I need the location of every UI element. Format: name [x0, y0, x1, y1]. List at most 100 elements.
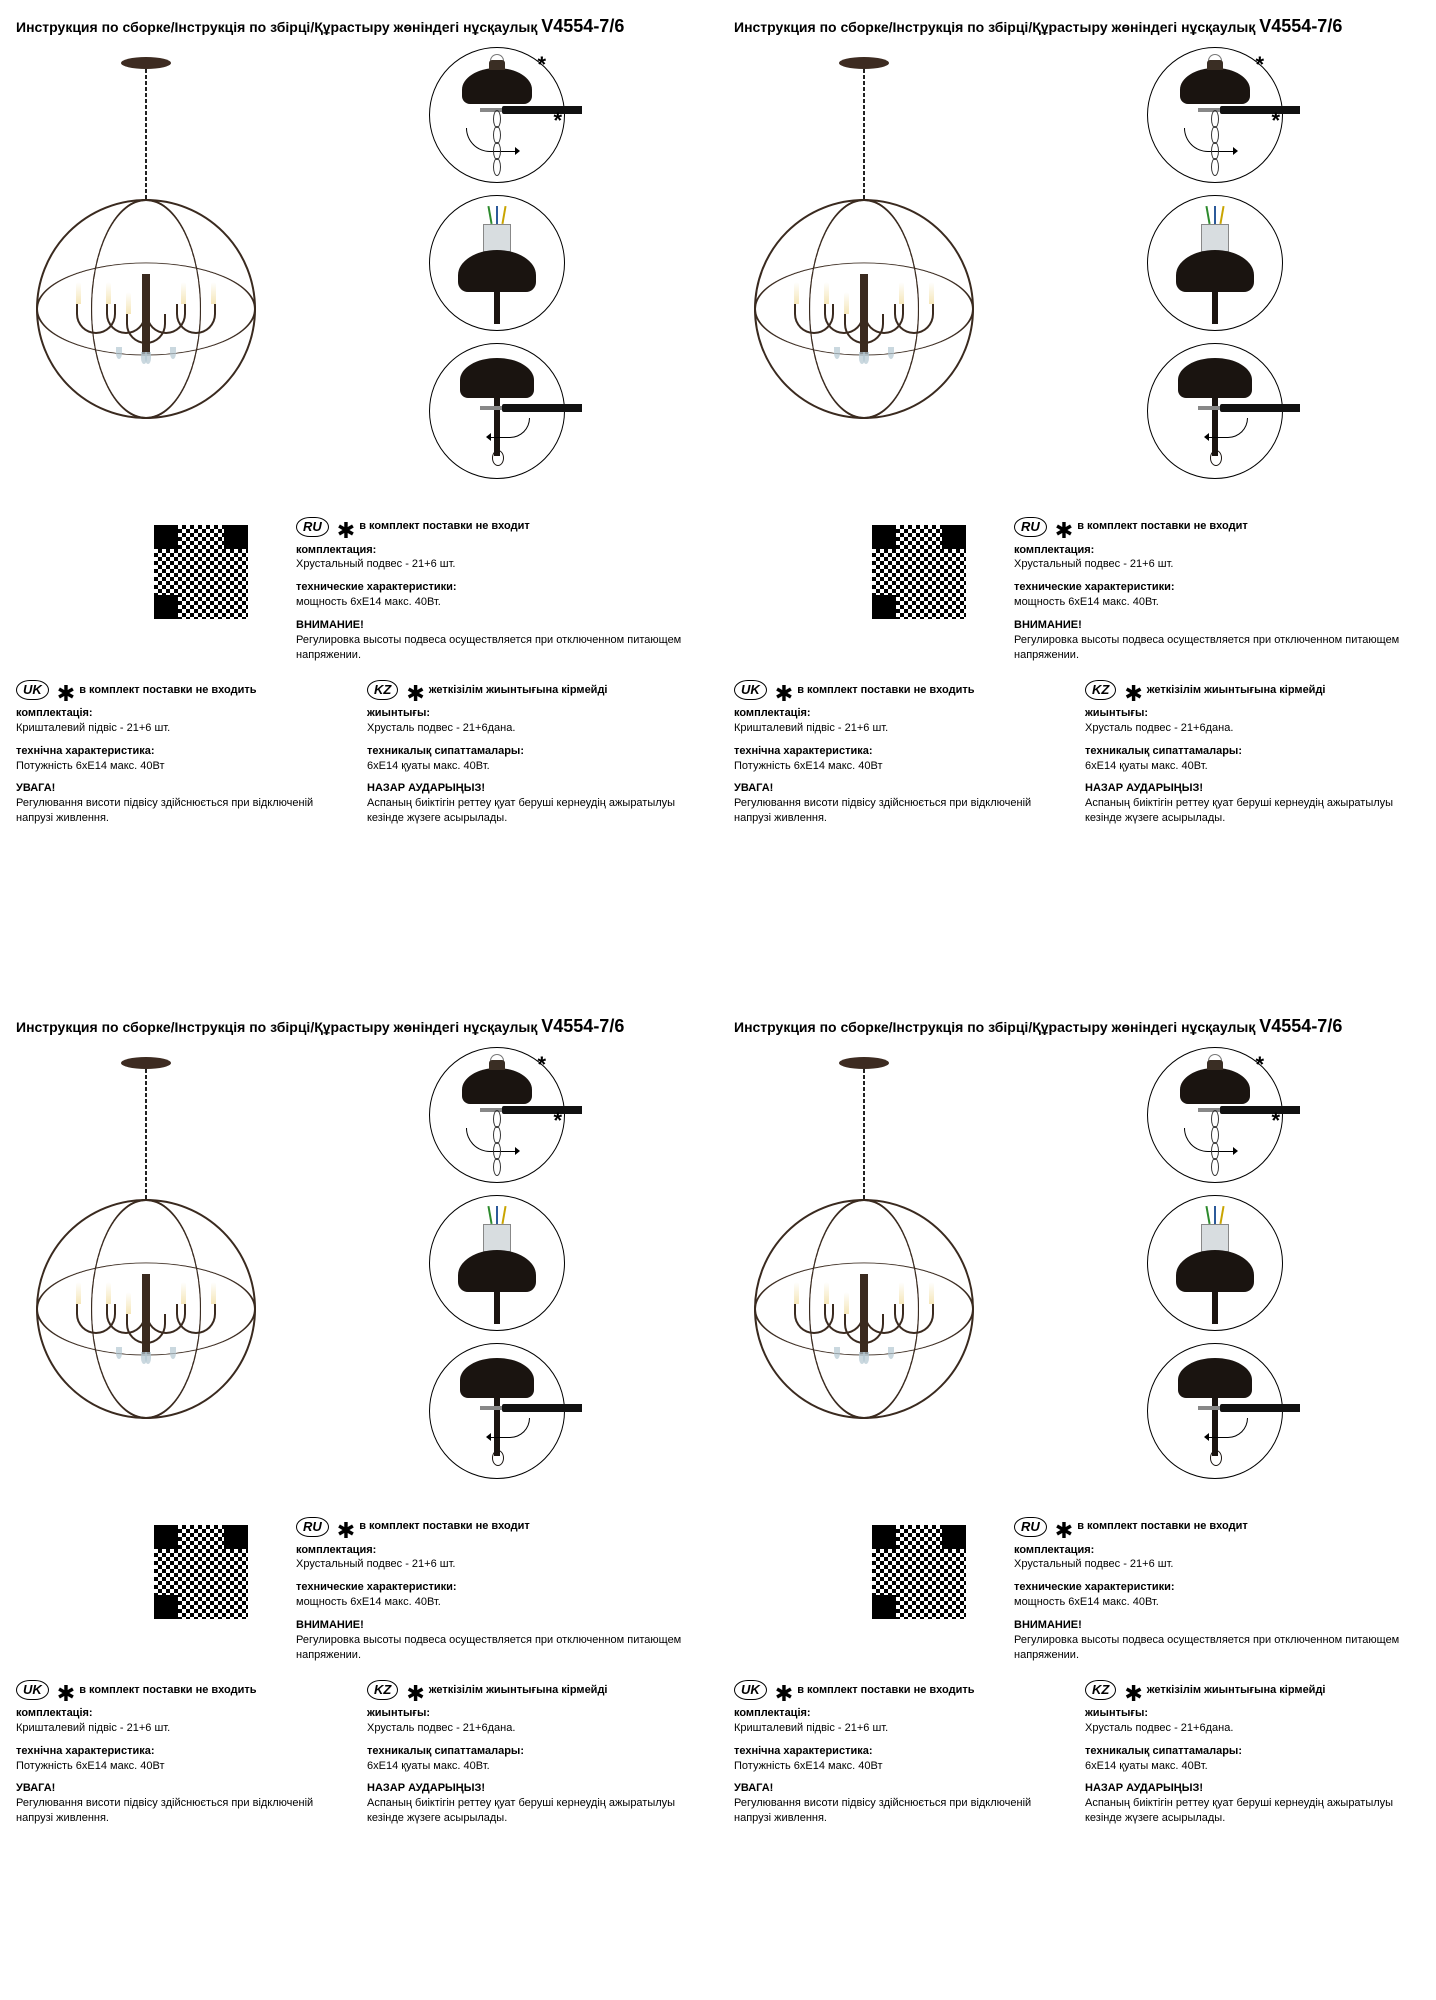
uk-warn-v: Регулювання висоти підвісу здійснюється … — [734, 1797, 1031, 1824]
kz-warn-v: Аспаның биіктігін реттеу қуат беруші кер… — [1085, 797, 1393, 824]
uk-not-included: в комплект поставки не входить — [79, 683, 256, 698]
ru-warn-h: ВНИМАНИЕ! — [1014, 619, 1082, 631]
ru-block: RU ✱ в комплект поставки не входит компл… — [1014, 1517, 1416, 1670]
ru-kit-h: комплектация: — [1014, 1544, 1094, 1556]
kz-kit-v: Хрусталь подвес - 21+6дана. — [367, 722, 515, 734]
ru-tech-h: технические характеристики: — [1014, 1581, 1175, 1593]
kz-warn-h: НАЗАР АУДАРЫҢЫЗ! — [367, 1782, 485, 1794]
ru-kit-v: Хрустальный подвес - 21+6 шт. — [296, 1558, 455, 1570]
kz-block: KZ ✱ жеткізілім жиынтығына кірмейді жиын… — [367, 680, 698, 833]
step-1-icon: * * — [1147, 1047, 1283, 1183]
chandelier-orb-icon — [754, 1199, 974, 1419]
uk-tech-h: технічна характеристика: — [734, 745, 873, 757]
uk-kit-v: Кришталевий підвіс - 21+6 шт. — [16, 1722, 170, 1734]
info-row: RU ✱ в комплект поставки не входит компл… — [16, 1517, 698, 1670]
assembly-steps: * * — [296, 1047, 698, 1487]
qr-code-icon — [864, 517, 974, 627]
kz-warn-v: Аспаның биіктігін реттеу қуат беруші кер… — [367, 1797, 675, 1824]
ru-badge: RU — [296, 1517, 329, 1537]
kz-badge: KZ — [1085, 1680, 1116, 1700]
step-1-icon: * * — [429, 1047, 565, 1183]
uk-kit-v: Кришталевий підвіс - 21+6 шт. — [734, 722, 888, 734]
instruction-card: Инструкция по сборке/Інструкція по збірц… — [718, 1000, 1436, 2000]
uk-tech-h: технічна характеристика: — [16, 1745, 155, 1757]
title-text: Инструкция по сборке/Інструкція по збірц… — [734, 1019, 1259, 1035]
product-illustration — [734, 47, 994, 487]
kz-badge: KZ — [367, 1680, 398, 1700]
ru-not-included: в комплект поставки не входит — [1077, 1519, 1248, 1534]
kz-badge: KZ — [367, 680, 398, 700]
uk-tech-h: технічна характеристика: — [734, 1745, 873, 1757]
kz-badge: KZ — [1085, 680, 1116, 700]
uk-warn-h: УВАГА! — [734, 782, 773, 794]
kz-block: KZ ✱ жеткізілім жиынтығына кірмейді жиын… — [1085, 1680, 1416, 1833]
ceiling-plate-icon — [121, 1057, 171, 1069]
uk-block: UK ✱ в комплект поставки не входить комп… — [734, 680, 1065, 833]
chandelier-orb-icon — [36, 199, 256, 419]
kz-warn-v: Аспаның биіктігін реттеу қуат беруші кер… — [367, 797, 675, 824]
qr-code-icon — [146, 1517, 256, 1627]
ru-block: RU ✱ в комплект поставки не входит компл… — [1014, 517, 1416, 670]
assembly-steps: * * — [1014, 47, 1416, 487]
uk-warn-h: УВАГА! — [16, 1782, 55, 1794]
chain-icon — [145, 69, 147, 199]
uk-warn-v: Регулювання висоти підвісу здійснюється … — [734, 797, 1031, 824]
bottom-row: UK ✱ в комплект поставки не входить комп… — [16, 1680, 698, 1833]
qr-column — [734, 1517, 994, 1670]
product-illustration — [16, 1047, 276, 1487]
title-text: Инструкция по сборке/Інструкція по збірц… — [734, 19, 1259, 35]
ru-kit-v: Хрустальный подвес - 21+6 шт. — [1014, 558, 1173, 570]
kz-warn-h: НАЗАР АУДАРЫҢЫЗ! — [367, 782, 485, 794]
uk-not-included: в комплект поставки не входить — [797, 1683, 974, 1698]
info-row: RU ✱ в комплект поставки не входит компл… — [16, 517, 698, 670]
kz-tech-v: 6хЕ14 қуаты макс. 40Вт. — [1085, 1760, 1208, 1772]
chandelier-orb-icon — [36, 1199, 256, 1419]
ru-tech-h: технические характеристики: — [296, 1581, 457, 1593]
model-number: V4554-7/6 — [1259, 1016, 1342, 1036]
uk-not-included: в комплект поставки не входить — [797, 683, 974, 698]
assembly-steps: * * — [1014, 1047, 1416, 1487]
uk-kit-v: Кришталевий підвіс - 21+6 шт. — [734, 1722, 888, 1734]
kz-tech-h: техникалық сипаттамалары: — [367, 1745, 524, 1757]
visual-row: * * — [734, 1047, 1416, 1487]
kz-kit-v: Хрусталь подвес - 21+6дана. — [1085, 1722, 1233, 1734]
kz-not-included: жеткізілім жиынтығына кірмейді — [429, 683, 608, 698]
chain-icon — [145, 1069, 147, 1199]
ceiling-plate-icon — [839, 57, 889, 69]
uk-not-included: в комплект поставки не входить — [79, 1683, 256, 1698]
page-title: Инструкция по сборке/Інструкція по збірц… — [16, 16, 698, 37]
step-2-icon — [1147, 1195, 1283, 1331]
model-number: V4554-7/6 — [1259, 16, 1342, 36]
kz-kit-h: жиынтығы: — [367, 1707, 430, 1719]
kz-not-included: жеткізілім жиынтығына кірмейді — [1147, 683, 1326, 698]
step-3-icon — [429, 343, 565, 479]
ru-tech-v: мощность 6хЕ14 макс. 40Вт. — [296, 1596, 441, 1608]
ru-warn-v: Регулировка высоты подвеса осуществляетс… — [296, 1634, 681, 1661]
ru-block: RU ✱ в комплект поставки не входит компл… — [296, 517, 698, 670]
chain-icon — [863, 1069, 865, 1199]
uk-kit-h: комплектація: — [734, 1707, 811, 1719]
kz-kit-h: жиынтығы: — [367, 707, 430, 719]
ru-badge: RU — [1014, 1517, 1047, 1537]
qr-column — [16, 1517, 276, 1670]
product-illustration — [734, 1047, 994, 1487]
page-title: Инструкция по сборке/Інструкція по збірц… — [734, 1016, 1416, 1037]
uk-badge: UK — [734, 680, 767, 700]
step-1-icon: * * — [429, 47, 565, 183]
kz-not-included: жеткізілім жиынтығына кірмейді — [1147, 1683, 1326, 1698]
step-3-icon — [429, 1343, 565, 1479]
kz-warn-v: Аспаның биіктігін реттеу қуат беруші кер… — [1085, 1797, 1393, 1824]
uk-badge: UK — [16, 1680, 49, 1700]
visual-row: * * — [16, 1047, 698, 1487]
visual-row: * * — [16, 47, 698, 487]
kz-block: KZ ✱ жеткізілім жиынтығына кірмейді жиын… — [1085, 680, 1416, 833]
ru-kit-h: комплектация: — [296, 1544, 376, 1556]
uk-warn-v: Регулювання висоти підвісу здійснюється … — [16, 797, 313, 824]
uk-kit-h: комплектація: — [16, 1707, 93, 1719]
ru-badge: RU — [1014, 517, 1047, 537]
chain-icon — [863, 69, 865, 199]
title-text: Инструкция по сборке/Інструкція по збірц… — [16, 1019, 541, 1035]
kz-block: KZ ✱ жеткізілім жиынтығына кірмейді жиын… — [367, 1680, 698, 1833]
bottom-row: UK ✱ в комплект поставки не входить комп… — [734, 1680, 1416, 1833]
uk-warn-v: Регулювання висоти підвісу здійснюється … — [16, 1797, 313, 1824]
